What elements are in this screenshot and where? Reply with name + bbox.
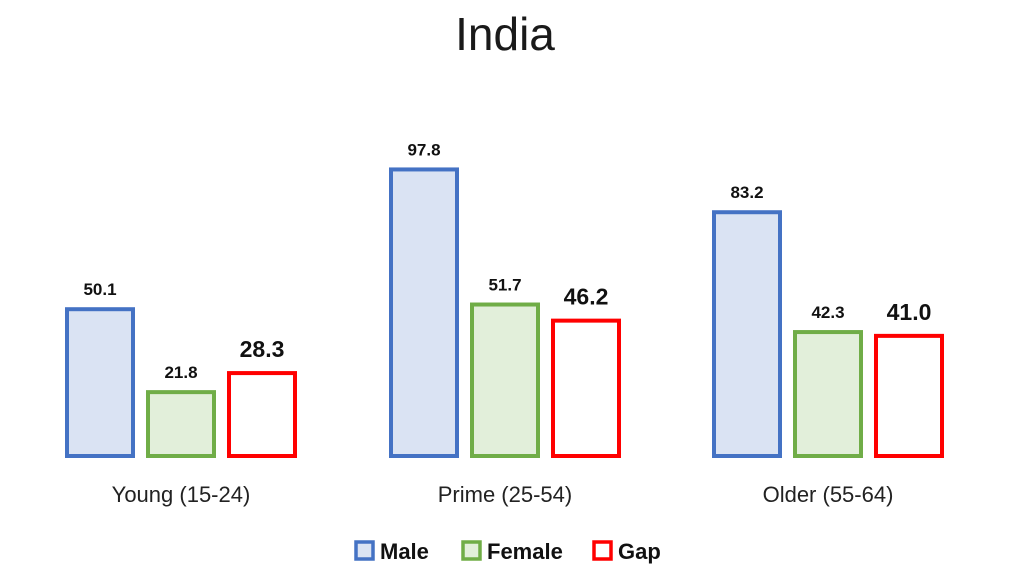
category-label-1: Young (15-24) <box>112 482 251 507</box>
value-label-female-1: 21.8 <box>164 363 197 382</box>
category-label-2: Prime (25-54) <box>438 482 572 507</box>
legend-swatch-gap <box>592 540 613 561</box>
value-label-male-3: 83.2 <box>730 183 763 202</box>
value-label-gap-2: 46.2 <box>564 284 609 310</box>
legend-label-male: Male <box>380 539 429 564</box>
legend-label-female: Female <box>487 539 563 564</box>
bar-male-3 <box>712 210 782 458</box>
category-labels-group: Young (15-24) Prime (25-54) Older (55-64) <box>112 482 894 507</box>
value-label-male-2: 97.8 <box>407 140 440 159</box>
chart-title: India <box>455 8 555 60</box>
legend-swatch-male <box>354 540 375 561</box>
value-label-female-3: 42.3 <box>811 303 844 322</box>
value-label-male-1: 50.1 <box>83 280 116 299</box>
legend-label-gap: Gap <box>618 539 661 564</box>
value-labels-group: 50.1 21.8 28.3 97.8 51.7 46.2 83.2 42.3 41.0 <box>83 140 931 382</box>
bar-female-1 <box>146 390 216 459</box>
category-label-3: Older (55-64) <box>763 482 894 507</box>
value-label-gap-1: 28.3 <box>240 336 285 362</box>
bar-gap-2 <box>551 318 621 458</box>
bar-female-3 <box>793 330 863 459</box>
bar-male-2 <box>389 167 459 458</box>
bar-gap-1 <box>227 371 297 458</box>
legend: Male Female Gap <box>354 539 661 564</box>
legend-swatch-female <box>461 540 482 561</box>
bar-male-1 <box>65 307 135 458</box>
bar-female-2 <box>470 302 540 459</box>
value-label-female-2: 51.7 <box>488 276 521 295</box>
value-label-gap-3: 41.0 <box>887 299 932 325</box>
bars-group <box>65 167 944 459</box>
bar-gap-3 <box>874 333 944 458</box>
